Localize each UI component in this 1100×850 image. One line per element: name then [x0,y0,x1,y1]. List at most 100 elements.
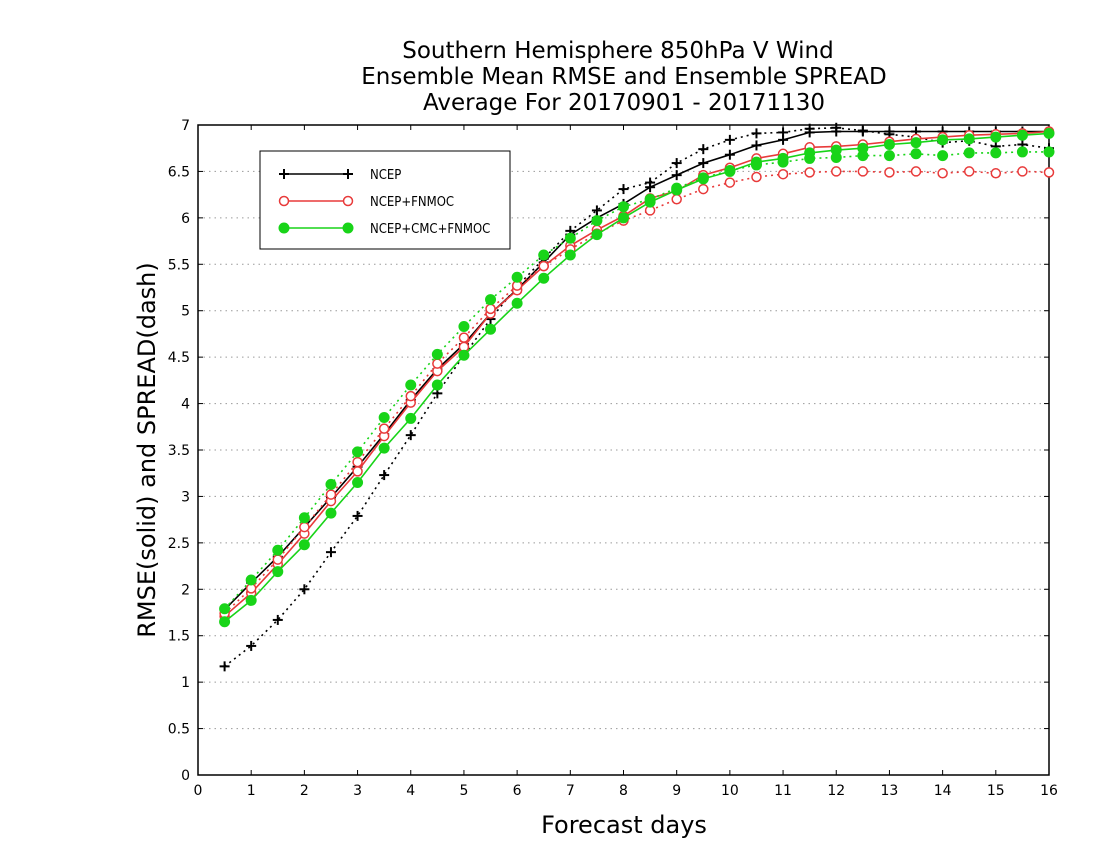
x-axis: 0 1 2 3 4 5 6 7 8 9 10 11 12 13 14 15 16 [194,125,1058,799]
x-tick-label: 7 [566,783,575,799]
data-point [1017,166,1028,177]
x-tick-label: 0 [194,783,203,799]
data-point [278,222,290,234]
y-tick-label: 5 [181,304,190,320]
gridlines [198,170,1049,730]
data-point [272,614,283,625]
data-point [352,466,363,477]
data-point [458,321,470,332]
data-point [698,144,709,155]
y-tick-label: 4.5 [168,350,190,366]
x-tick-label: 9 [672,783,681,799]
data-point [910,166,922,177]
data-point [724,177,736,188]
data-point [963,166,975,177]
data-point [724,149,735,160]
data-point [645,177,656,188]
data-point [937,134,949,146]
data-point [591,229,603,241]
x-tick-label: 15 [987,783,1005,799]
legend-label: NCEP+FNMOC [370,195,454,210]
x-tick-label: 3 [353,783,362,799]
data-point [831,122,842,133]
data-point [458,349,470,361]
data-point [857,166,869,177]
data-point [219,616,231,628]
y-tick-label: 0.5 [168,722,190,738]
data-point [990,168,1002,179]
data-point [378,423,390,434]
data-point [990,131,1002,143]
data-point [777,156,789,168]
data-point [564,249,576,261]
data-point [671,158,682,169]
data-point [937,168,948,179]
data-point [724,165,736,176]
data-point [538,272,550,284]
data-point [618,201,629,213]
data-point [751,171,762,183]
data-point [804,152,816,164]
data-point [352,477,364,488]
title-line-3: Average For 20170901 - 20171130 [423,90,825,116]
data-point [325,547,336,558]
data-point [485,294,497,306]
data-point [618,184,629,195]
data-point [910,137,922,149]
y-axis: 0 0.5 1 1.5 2 2.5 3 3.5 4 4.5 5 5.5 6 6.5 7 [168,118,1049,784]
data-point [511,271,523,283]
data-point [299,584,310,595]
data-point [245,574,257,586]
data-point [458,332,470,343]
data-point [591,215,603,227]
data-point [751,128,762,139]
data-point [538,260,549,272]
x-tick-label: 5 [459,783,468,799]
legend: NCEP NCEP+FNMOC NCEP+CMC+FNMOC [259,150,511,250]
data-point [778,127,789,138]
x-tick-label: 8 [619,783,628,799]
data-point [485,323,497,335]
data-point [343,169,353,179]
data-point [883,139,895,150]
data-point [278,195,290,207]
data-point [378,412,390,423]
legend-item: NCEP+FNMOC [278,195,454,210]
data-point [777,168,789,180]
data-point [1043,127,1055,139]
data-point [671,194,682,205]
data-point [804,167,815,178]
data-point [352,446,364,458]
y-tick-label: 3 [181,489,190,505]
y-tick-label: 6 [181,211,190,227]
data-point [299,521,310,533]
data-point [671,182,683,194]
x-tick-label: 14 [934,783,952,799]
data-point [1016,146,1028,158]
data-point [405,412,417,424]
data-point [857,150,869,162]
data-point [963,133,975,145]
x-tick-label: 13 [881,783,899,799]
data-point [325,478,337,490]
data-point [245,594,257,606]
data-point [246,640,257,651]
data-point [751,140,762,151]
data-point [564,232,576,244]
chart-title: Southern Hemisphere 850hPa V Wind Ensemb… [361,38,886,116]
data-point [352,510,363,521]
x-tick-label: 2 [300,783,309,799]
x-tick-label: 16 [1040,783,1058,799]
data-point [830,152,842,163]
data-point [1043,146,1055,158]
legend-box [259,150,511,250]
legend-item: NCEP+CMC+FNMOC [278,222,490,237]
data-point [724,134,735,145]
data-point [618,212,629,224]
data-point [342,222,354,234]
data-point [325,489,337,500]
y-tick-label: 6.5 [168,164,190,180]
data-point [272,566,284,578]
data-point [644,193,656,205]
